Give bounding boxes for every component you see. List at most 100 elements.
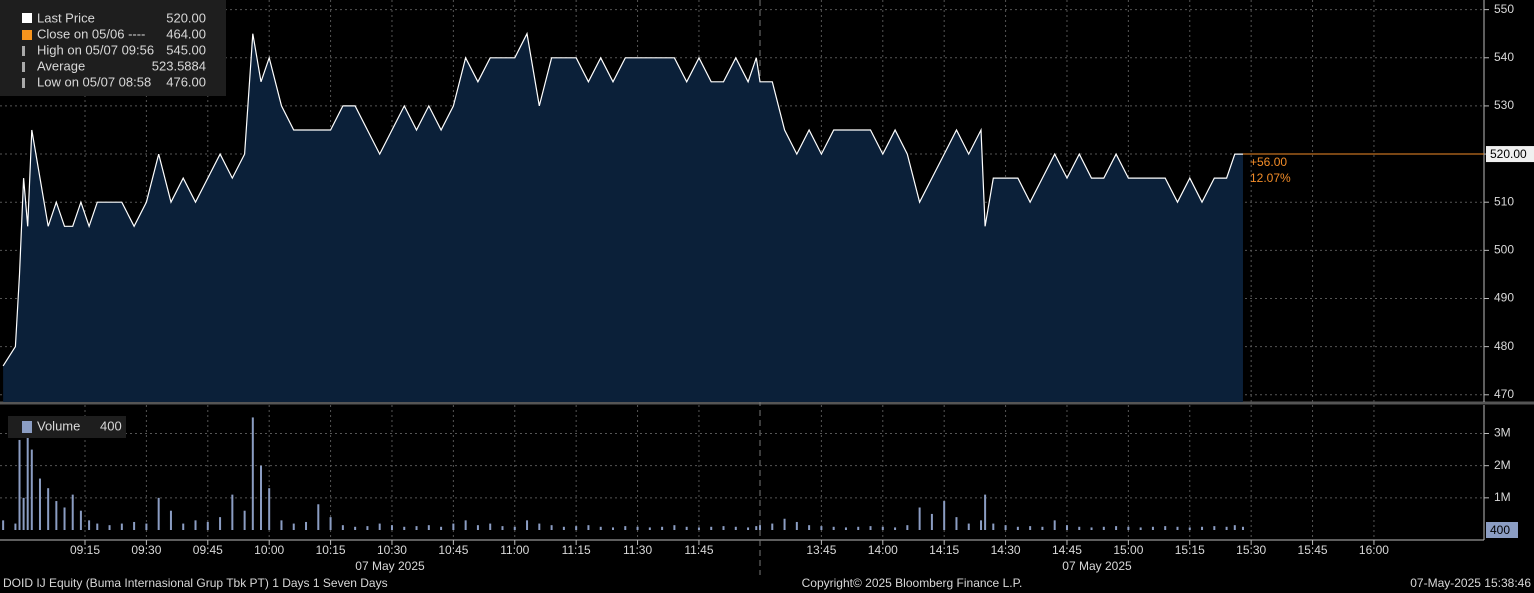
volume-bar: [1127, 526, 1130, 530]
volume-bar: [1078, 526, 1081, 530]
volume-bar: [992, 523, 995, 530]
volume-bar: [587, 525, 590, 530]
volume-bar: [206, 521, 209, 530]
volume-bar: [697, 527, 700, 530]
x-tick-label: 15:30: [1236, 543, 1266, 557]
y-tick-label: 1M: [1494, 490, 1511, 504]
volume-bar: [120, 523, 123, 530]
volume-bar: [14, 523, 17, 530]
x-tick-label: 09:15: [70, 543, 100, 557]
volume-bar: [636, 526, 639, 530]
legend-swatch: [22, 46, 25, 56]
volume-bar: [169, 510, 172, 530]
volume-bar: [1225, 526, 1228, 530]
volume-bar: [390, 525, 393, 530]
date-label: 07 May 2025: [1062, 559, 1132, 573]
volume-legend-box: [8, 416, 126, 438]
legend-label: Close on 05/06 ----: [37, 26, 145, 41]
y-tick-label: 470: [1494, 387, 1514, 401]
last-price-label: 520.00: [1490, 147, 1527, 161]
volume-bar: [1213, 526, 1216, 530]
footer-right: 07-May-2025 15:38:46: [1410, 576, 1531, 590]
x-tick-label: 11:45: [684, 543, 713, 557]
footer-center: Copyright© 2025 Bloomberg Finance L.P.: [802, 576, 1023, 590]
legend-swatch: [22, 78, 25, 88]
price-area: [3, 33, 1244, 402]
volume-bar: [881, 526, 884, 530]
volume-bar: [1065, 525, 1068, 530]
volume-bar: [292, 523, 295, 530]
volume-bar: [648, 527, 651, 530]
volume-bar: [894, 527, 897, 530]
volume-bar: [1053, 520, 1056, 530]
volume-bar: [918, 507, 921, 530]
volume-bar: [464, 520, 467, 530]
volume-bar: [1139, 527, 1142, 530]
volume-bar: [329, 517, 332, 530]
volume-bar: [30, 449, 33, 530]
volume-bar: [452, 523, 455, 530]
y-tick-label: 540: [1494, 50, 1514, 64]
volume-bar: [734, 526, 737, 530]
volume-bar: [526, 520, 529, 530]
volume-bar: [1164, 526, 1167, 530]
volume-bar: [415, 526, 418, 530]
x-tick-label: 16:00: [1359, 543, 1389, 557]
x-tick-label: 15:15: [1175, 543, 1205, 557]
volume-bar: [71, 494, 74, 530]
volume-bar: [96, 523, 99, 530]
volume-bar: [513, 526, 516, 530]
legend-value: 520.00: [166, 10, 206, 25]
volume-bar: [1176, 526, 1179, 530]
volume-bar: [268, 488, 271, 530]
volume-bar: [440, 526, 443, 530]
volume-bar: [145, 523, 148, 530]
volume-bar: [599, 526, 602, 530]
volume-bar: [1201, 526, 1204, 530]
volume-bar: [231, 494, 234, 530]
change-label: +56.00: [1250, 155, 1287, 169]
volume-bar: [906, 525, 909, 530]
volume-bar: [305, 521, 308, 530]
x-tick-label: 14:30: [991, 543, 1021, 557]
volume-bar: [259, 465, 262, 530]
volume-bar: [1029, 526, 1032, 530]
y-tick-label: 3M: [1494, 426, 1511, 440]
legend-label: Average: [37, 58, 85, 73]
volume-bar: [1151, 526, 1154, 530]
y-tick-label: 550: [1494, 2, 1514, 16]
y-tick-label: 490: [1494, 291, 1514, 305]
volume-bar: [685, 526, 688, 530]
volume-bar: [133, 521, 136, 530]
volume-bar: [1016, 526, 1019, 530]
volume-bar: [747, 527, 750, 530]
legend-swatch: [22, 13, 32, 23]
volume-bar: [820, 526, 823, 530]
volume-bar: [755, 526, 758, 530]
volume-bar: [251, 417, 254, 530]
volume-bar: [427, 525, 430, 530]
volume-bar: [317, 504, 320, 530]
volume-bar: [832, 526, 835, 530]
volume-bar: [538, 523, 541, 530]
volume-bar: [550, 525, 553, 530]
y-tick-label: 530: [1494, 98, 1514, 112]
volume-bar: [943, 501, 946, 530]
volume-bar: [26, 433, 29, 530]
last-price-box: [1486, 146, 1534, 163]
x-tick-label: 11:00: [500, 543, 529, 557]
legend-swatch: [22, 421, 32, 433]
volume-bar: [88, 520, 91, 530]
x-tick-label: 10:30: [377, 543, 407, 557]
x-tick-label: 14:15: [929, 543, 959, 557]
legend-box: [0, 0, 226, 96]
volume-bar: [157, 497, 160, 530]
volume-bar: [280, 520, 283, 530]
volume-bar: [795, 521, 798, 530]
volume-bar: [955, 517, 958, 530]
volume-bar: [844, 527, 847, 530]
volume-bar: [489, 523, 492, 530]
price-line: [2, 31, 1243, 367]
volume-bar: [869, 526, 872, 530]
